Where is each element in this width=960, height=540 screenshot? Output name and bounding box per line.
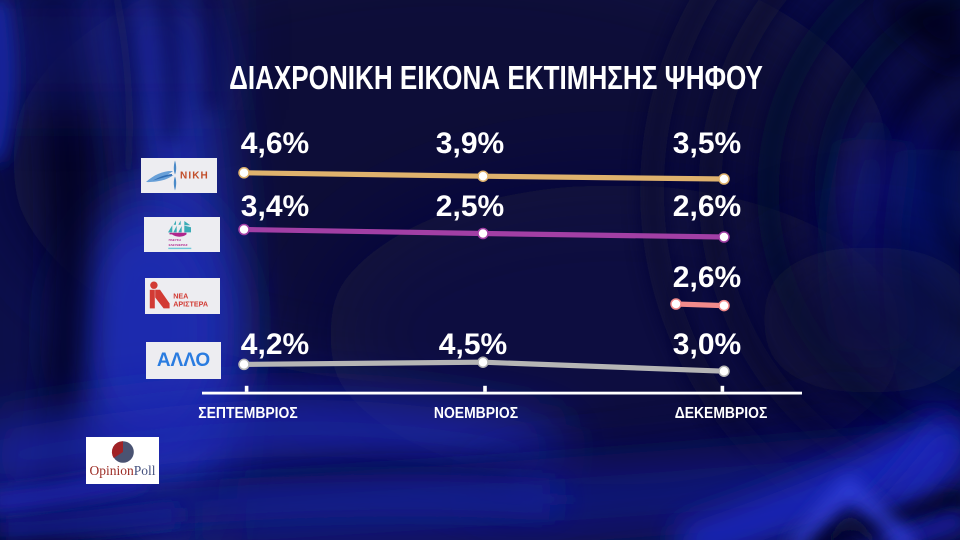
svg-text:ΕΛΕΥΘΕΡΙΑΣ: ΕΛΕΥΘΕΡΙΑΣ	[169, 243, 188, 247]
svg-text:ΠΛΕΥΣΗ: ΠΛΕΥΣΗ	[169, 238, 181, 242]
svg-text:OpinionPoll: OpinionPoll	[90, 463, 156, 478]
svg-text:ΝΙΚΗ: ΝΙΚΗ	[180, 171, 209, 182]
svg-text:ΝΕΑ: ΝΕΑ	[173, 291, 188, 300]
svg-text:ΑΡΙΣΤΕΡΑ: ΑΡΙΣΤΕΡΑ	[173, 300, 208, 309]
